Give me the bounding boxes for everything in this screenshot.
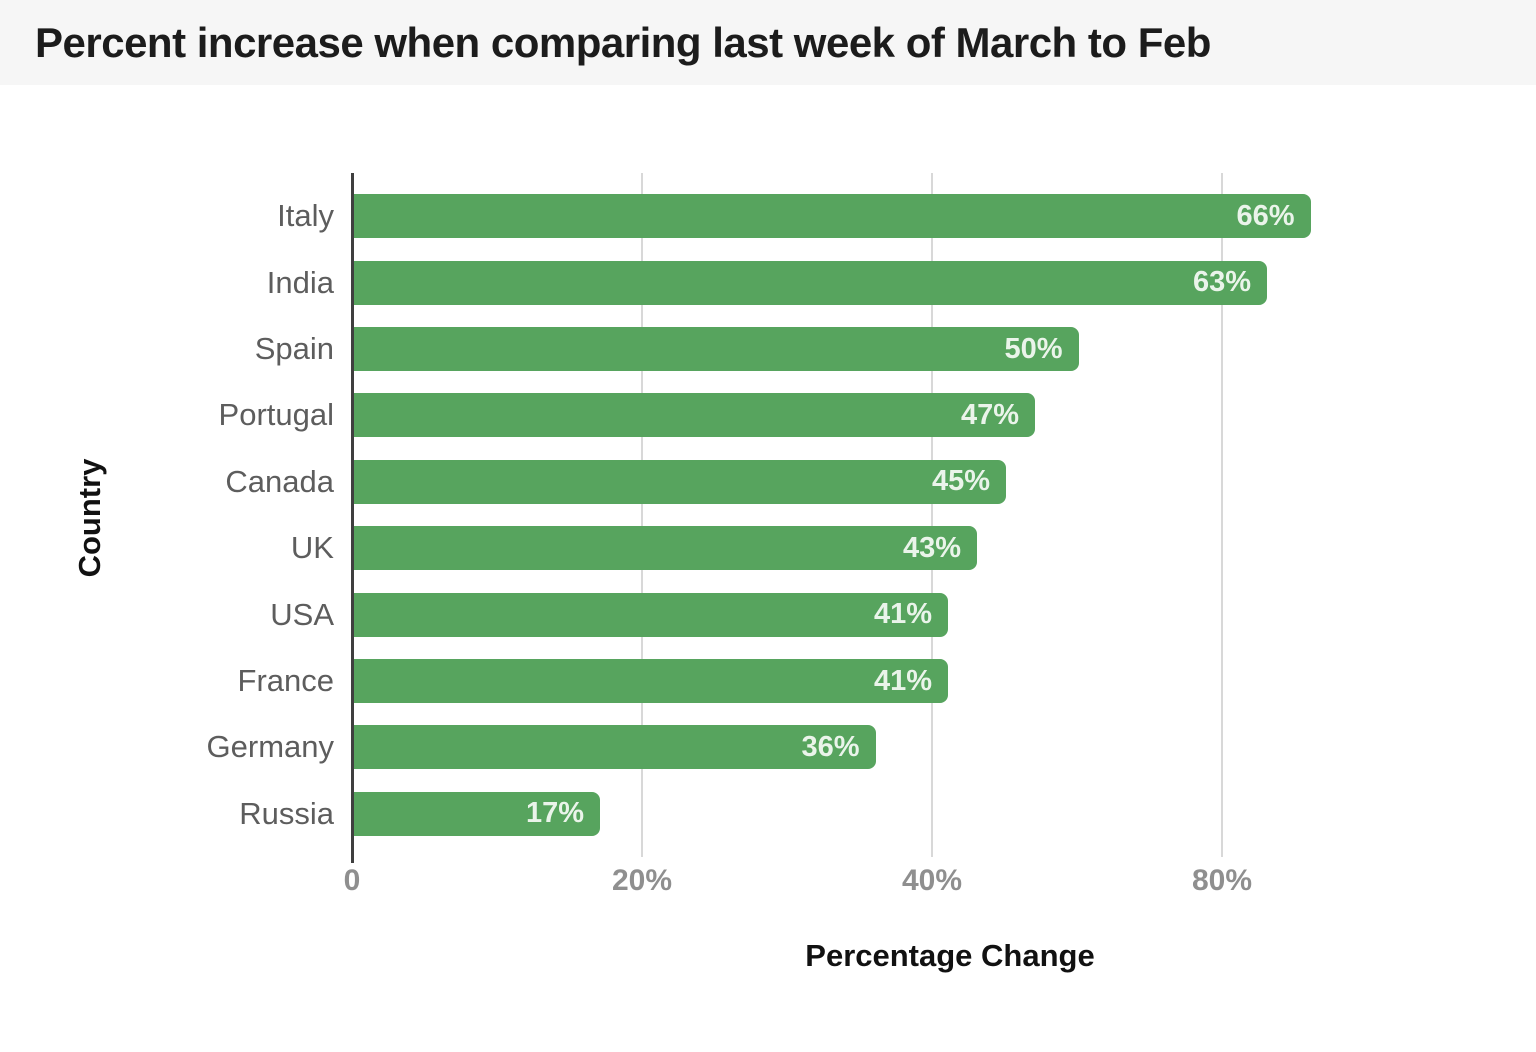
category-label: USA	[270, 596, 334, 632]
bar-value-label: 50%	[1004, 332, 1063, 365]
bar-value-label: 47%	[960, 398, 1019, 431]
x-tick-label: 20%	[611, 864, 673, 897]
bar-value-label: 41%	[873, 664, 932, 697]
category-label: Germany	[206, 729, 334, 765]
x-axis-title: Percentage Change	[805, 938, 1095, 973]
vertical-gridline	[1221, 173, 1223, 857]
category-label: Spain	[254, 331, 334, 366]
vertical-gridline	[641, 173, 643, 857]
category-label: Canada	[225, 463, 334, 499]
bar-value-label: 17%	[525, 797, 584, 830]
x-tick-label: 40%	[901, 864, 963, 897]
bar-spain: 50%	[353, 327, 1079, 371]
bar-value-label: 66%	[1236, 199, 1295, 232]
bar-portugal: 47%	[353, 393, 1035, 438]
bar-value-label: 63%	[1192, 266, 1251, 299]
bar-russia: 17%	[353, 791, 600, 836]
bar-value-label: 41%	[873, 598, 932, 631]
bar-uk: 43%	[353, 526, 977, 571]
category-label: France	[237, 663, 334, 698]
bar-india: 63%	[353, 260, 1267, 305]
category-label: Portugal	[218, 397, 334, 433]
chart-title-band: Percent increase when comparing last wee…	[0, 0, 1536, 85]
category-label: UK	[290, 530, 334, 566]
y-axis-title: Country	[72, 458, 107, 578]
bar-value-label: 43%	[902, 531, 961, 564]
x-tick-label: 80%	[1191, 864, 1253, 897]
bar-italy: 66%	[353, 194, 1311, 239]
bar-usa: 41%	[353, 592, 948, 637]
bar-value-label: 36%	[801, 730, 860, 763]
vertical-gridline	[931, 173, 933, 857]
y-axis-line	[350, 173, 354, 863]
category-label: Italy	[277, 198, 334, 234]
chart-title: Percent increase when comparing last wee…	[35, 18, 1211, 66]
bar-value-label: 45%	[931, 465, 990, 498]
x-tick-label: 0	[343, 864, 361, 897]
bar-canada: 45%	[353, 459, 1006, 504]
category-label: India	[266, 264, 334, 300]
bar-france: 41%	[353, 659, 948, 703]
bar-germany: 36%	[353, 725, 876, 770]
category-label: Russia	[239, 795, 334, 831]
